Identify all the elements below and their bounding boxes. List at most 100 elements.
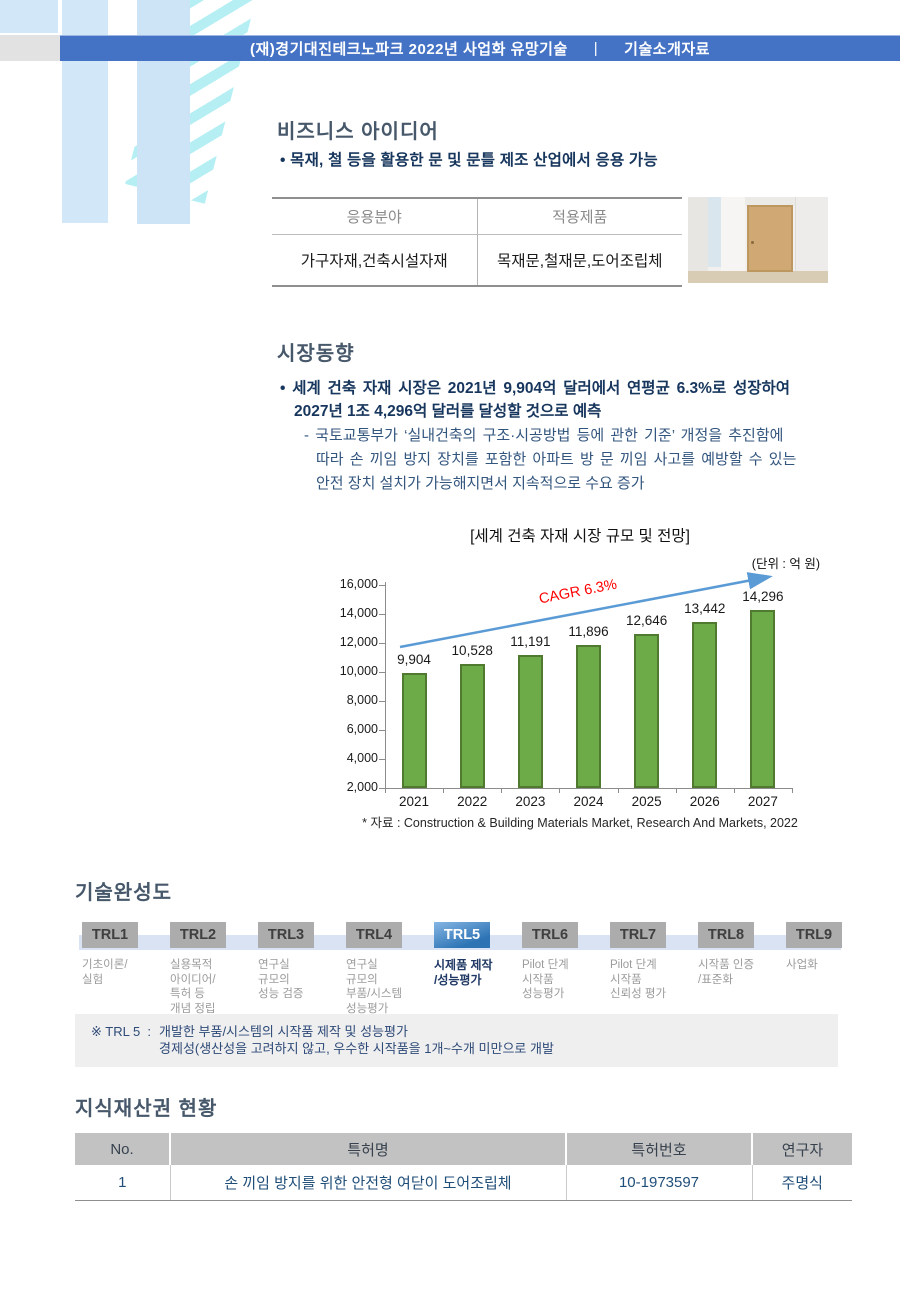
chart-y-tick — [379, 788, 385, 789]
trl-label-line: 연구실 — [346, 959, 378, 971]
chart-x-tick — [675, 788, 677, 793]
chart-x-label: 2027 — [747, 794, 778, 809]
trl-label-trl8: 시작품 인증/표준화 — [698, 958, 784, 987]
trl-note-box: ※ TRL 5 : 개발한 부품/시스템의 시작품 제작 및 성능평가 경제성(… — [75, 1014, 838, 1067]
chart-y-axis-line — [385, 582, 386, 788]
trl-box-trl6: TRL6 — [522, 922, 578, 948]
ip-table: No. 특허명 특허번호 연구자 1 손 끼임 방지를 위한 안전형 여닫이 도어조립체 1… — [75, 1133, 852, 1201]
market-sub-line2: 따라 손 끼임 방지 장치를 포함한 아파트 방 문 끼임 사고를 예방할 수 … — [316, 451, 797, 468]
chart-y-label: 4,000 — [346, 751, 378, 765]
trl-box-trl1: TRL1 — [82, 922, 138, 948]
title-bar: (재)경기대진테크노파크 2022년 사업화 유망기술 | 기술소개자료 — [60, 35, 900, 61]
business-idea-bullet: • 목재, 철 등을 활용한 문 및 문틀 제조 산업에서 응용 가능 — [280, 152, 658, 169]
deco-gray-bar — [0, 35, 60, 61]
chart-y-label: 10,000 — [339, 664, 378, 678]
trl-box-trl5: TRL5 — [434, 922, 490, 948]
chart-y-label: 14,000 — [339, 606, 378, 620]
trl-note-line1: 개발한 부품/시스템의 시작품 제작 및 성능평가 — [159, 1024, 408, 1039]
business-table-header: 응용분야 — [272, 197, 477, 235]
trl-box-trl3: TRL3 — [258, 922, 314, 948]
chart-bar — [575, 644, 601, 788]
chart-bar-value: 9,904 — [397, 652, 431, 668]
business-table-header: 적용제품 — [476, 197, 682, 235]
chart-y-label: 6,000 — [346, 722, 378, 736]
chart-x-label: 2026 — [689, 794, 720, 809]
business-table: 응용분야 적용제품 가구자재,건축시설자재 목재문,철재문,도어조립체 — [272, 197, 682, 287]
trl-label-line: 아이디어/ — [170, 973, 216, 986]
trl-label-line: 시작품 — [610, 973, 642, 986]
market-sub-line1: - 국토교통부가 ‘실내건축의 구조·시공방법 등에 관한 기준’ 개정을 추진… — [304, 427, 784, 444]
chart-x-label: 2023 — [515, 794, 546, 809]
chart-x-tick — [501, 788, 503, 793]
trl-label-line: 신뢰성 평가 — [610, 988, 667, 1000]
chart-x-label: 2025 — [631, 794, 662, 809]
market-chart: [세계 건축 자재 시장 규모 및 전망] (단위 : 억 원) CAGR 6.… — [330, 522, 830, 834]
trl-label-trl3: 연구실 규모의 성능 검증 — [258, 958, 344, 1002]
ip-table-cell: 10-1973597 — [565, 1165, 752, 1201]
trl-label-line: 연구실 — [258, 959, 290, 971]
chart-bar — [517, 654, 543, 788]
ip-table-cell: 1 — [75, 1165, 170, 1201]
title-bar-separator: | — [593, 40, 599, 57]
chart-y-tick — [379, 614, 385, 615]
title-bar-left: (재)경기대진테크노파크 2022년 사업화 유망기술 — [250, 41, 568, 58]
chart-bar-value: 11,191 — [510, 633, 551, 649]
business-table-cell: 목재문,철재문,도어조립체 — [476, 234, 682, 287]
trl-box-trl8: TRL8 — [698, 922, 754, 948]
chart-x-axis-line — [385, 788, 793, 789]
chart-y-label: 12,000 — [339, 635, 378, 649]
trl-label-trl6: Pilot 단계 시작품 성능평가 — [522, 958, 608, 1002]
chart-x-tick — [617, 788, 619, 793]
chart-bar-value: 11,896 — [568, 623, 609, 639]
chart-title: [세계 건축 자재 시장 규모 및 전망] — [470, 528, 690, 545]
title-bar-right: 기술소개자료 — [624, 41, 710, 58]
trl-label-line: 개념 정립 — [170, 1002, 216, 1015]
section-title-market: 시장동향 — [277, 343, 355, 365]
table-row: 가구자재,건축시설자재 목재문,철재문,도어조립체 — [272, 234, 682, 287]
trl-box-trl9: TRL9 — [786, 922, 842, 948]
chart-bar — [692, 622, 718, 788]
chart-y-tick — [379, 672, 385, 673]
door-photo-wall — [721, 197, 745, 283]
trl-label-trl9: 사업화 — [786, 958, 872, 973]
chart-bar — [459, 664, 485, 788]
deco-vertical-bar-1 — [62, 0, 108, 223]
chart-unit-label: (단위 : 억 원) — [751, 557, 820, 571]
section-title-trl: 기술완성도 — [75, 882, 172, 904]
chart-bar — [750, 609, 776, 788]
business-table-cell: 가구자재,건축시설자재 — [272, 234, 477, 287]
chart-bar — [401, 673, 427, 788]
trl-note-lines: 개발한 부품/시스템의 시작품 제작 및 성능평가 경제성(생산성을 고려하지 … — [159, 1023, 554, 1067]
door-photo-window-light — [708, 197, 721, 267]
trl-label-line: Pilot 단계 — [610, 959, 657, 971]
market-bullet-line1: • 세계 건축 자재 시장은 2021년 9,904억 달러에서 연평균 6.3… — [280, 380, 791, 397]
chart-x-label: 2021 — [399, 794, 430, 809]
table-header-row: No. 특허명 특허번호 연구자 — [75, 1133, 852, 1165]
chart-x-tick — [733, 788, 735, 793]
chart-x-label: 2022 — [457, 794, 488, 809]
chart-y-tick — [379, 585, 385, 586]
door-photo-lintel — [745, 197, 795, 206]
trl-label-line: 시작품 — [522, 973, 554, 986]
chart-y-label: 2,000 — [346, 780, 378, 794]
trl-label-line: 규모의 — [346, 973, 378, 986]
chart-bar-value: 12,646 — [625, 612, 668, 628]
trl-note-line2: 경제성(생산성을 고려하지 않고, 우수한 시작품을 1개~수개 미만으로 개발 — [159, 1041, 554, 1056]
trl-label-line: 사업화 — [786, 959, 818, 971]
trl-label-line: 실용목적 — [170, 959, 213, 971]
trl-label-line: 성능평가 — [346, 1002, 389, 1015]
chart-x-tick — [385, 788, 386, 793]
trl-label-line: 실험 — [82, 973, 104, 986]
ip-table-header: No. — [75, 1133, 170, 1165]
ip-table-header: 연구자 — [751, 1133, 852, 1165]
trl-label-line: Pilot 단계 — [522, 959, 569, 971]
ip-table-cell: 주명식 — [751, 1165, 852, 1201]
chart-x-label: 2024 — [573, 794, 604, 809]
chart-y-tick — [379, 730, 385, 731]
trl-label-line: 특허 등 — [170, 988, 205, 1000]
door-photo-left-wall — [688, 197, 708, 283]
trl-label-trl4: 연구실 규모의 부품/시스템 성능평가 — [346, 958, 432, 1016]
